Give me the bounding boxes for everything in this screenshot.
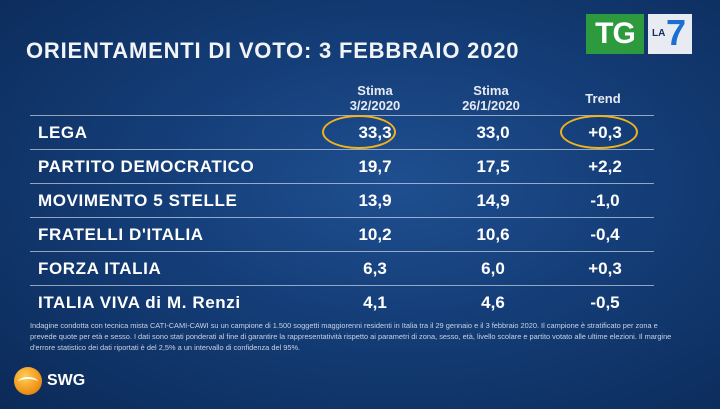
estimate-current: 6,3 [363, 259, 387, 278]
methodology-note: Indagine condotta con tecnica mista CATI… [30, 321, 672, 352]
column-header-line: 26/1/2020 [462, 98, 520, 113]
estimate-previous: 14,9 [476, 191, 510, 210]
trend-value: -0,4 [590, 225, 620, 244]
table-row: FRATELLI D'ITALIA 10,2 10,6 -0,4 [30, 217, 654, 252]
swg-label: SWG [47, 372, 86, 389]
trend-value: +2,2 [588, 157, 622, 176]
swg-logo: SWG [14, 367, 114, 399]
column-header-line: Stima [473, 83, 509, 98]
trend-value: +0,3 [588, 259, 622, 278]
trend-value: -1,0 [590, 191, 620, 210]
estimate-previous: 33,0 [476, 123, 510, 142]
estimate-current: 10,2 [358, 225, 392, 244]
table-row: ITALIA VIVA di M. Renzi 4,1 4,6 -0,5 [30, 285, 654, 320]
logo-seven: 7 [666, 12, 687, 53]
logo-tg: TG [586, 14, 644, 54]
estimate-previous: 6,0 [481, 259, 505, 278]
estimate-previous: 17,5 [476, 157, 510, 176]
party-name: PARTITO DEMOCRATICO [38, 157, 255, 176]
chart-title: ORIENTAMENTI DI VOTO: 3 FEBBRAIO 2020 [26, 38, 520, 63]
highlight-circle-trend [560, 115, 638, 149]
party-name: FORZA ITALIA [38, 259, 162, 278]
estimate-current: 13,9 [358, 191, 392, 210]
column-header-line: Trend [585, 91, 621, 106]
tg-la7-logo: TG LA 7 [586, 12, 692, 54]
column-header-line: 3/2/2020 [349, 98, 401, 113]
party-name: FRATELLI D'ITALIA [38, 225, 204, 244]
column-header-trend: Trend [548, 91, 658, 106]
party-name: LEGA [38, 123, 88, 142]
highlight-circle-current [322, 115, 396, 149]
column-header-line: Stima [357, 83, 393, 98]
table-row: FORZA ITALIA 6,3 6,0 +0,3 [30, 251, 654, 286]
party-name: ITALIA VIVA di M. Renzi [38, 293, 241, 312]
column-header-estimate-previous: Stima 26/1/2020 [436, 83, 546, 113]
logo-la7: LA 7 [648, 12, 692, 54]
party-name: MOVIMENTO 5 STELLE [38, 191, 238, 210]
column-header-estimate-current: Stima 3/2/2020 [320, 83, 430, 113]
estimate-current: 4,1 [363, 293, 387, 312]
trend-value: -0,5 [590, 293, 620, 312]
estimate-previous: 4,6 [481, 293, 505, 312]
table-row: PARTITO DEMOCRATICO 19,7 17,5 +2,2 [30, 149, 654, 184]
globe-icon [14, 367, 42, 395]
logo-la: LA [652, 28, 666, 39]
estimate-current: 19,7 [358, 157, 392, 176]
estimate-previous: 10,6 [476, 225, 510, 244]
table-row: MOVIMENTO 5 STELLE 13,9 14,9 -1,0 [30, 183, 654, 218]
